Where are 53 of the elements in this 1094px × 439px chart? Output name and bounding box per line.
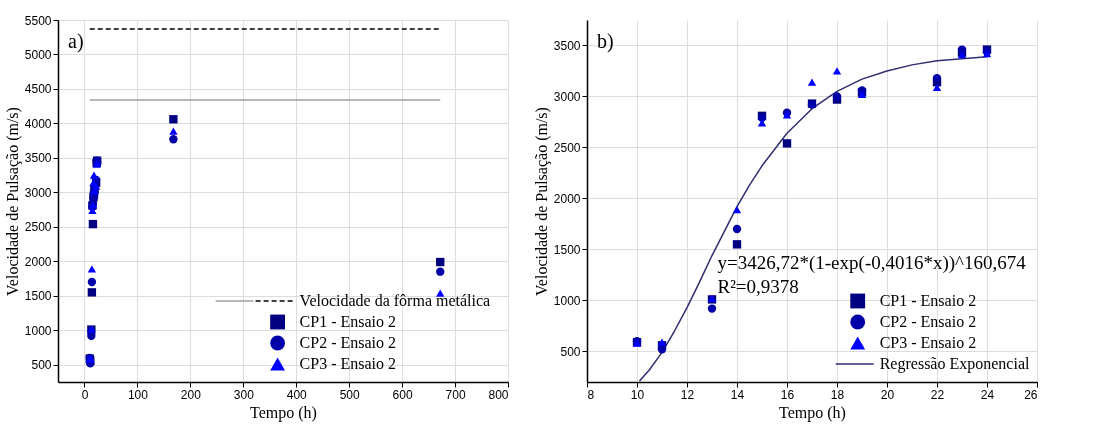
y-tick-label: 5500 [24,13,52,28]
y-tick-label: 3000 [553,89,581,104]
x-tick-label: 14 [730,387,745,402]
x-tick-label: 400 [286,387,308,402]
x-axis-title: Tempo (h) [779,403,846,422]
y-tick-label: 3000 [24,185,52,200]
x-tick-label: 18 [830,387,845,402]
y-tick-label: 2000 [553,191,581,206]
legend-label: CP1 - Ensaio 2 [879,292,977,309]
y-tick-label: 500 [31,358,52,373]
y-tick-label: 1000 [553,293,581,308]
x-tick-label: 200 [180,387,202,402]
annotation: R²=0,9378 [717,275,799,297]
x-tick-label: 12 [680,387,695,402]
y-tick-label: 2500 [24,220,52,235]
legend-label: CP3 - Ensaio 2 [879,334,977,351]
y-tick-label: 3500 [24,151,52,166]
x-tick-label: 26 [1024,387,1038,402]
x-tick-label: 800 [488,387,509,402]
x-tick-label: 10 [630,387,645,402]
x-tick-label: 700 [445,387,466,402]
y-tick-label: 3500 [553,38,581,53]
y-tick-label: 5000 [24,47,52,62]
annotation: a) [68,30,84,53]
y-axis-title: Velocidade de Pulsação (m/s) [3,107,22,296]
legend-label: CP2 - Ensaio 2 [879,313,977,330]
x-tick-label: 100 [127,387,149,402]
y-tick-label: 4000 [24,116,52,131]
annotation: b) [597,30,614,53]
y-tick-label: 2500 [553,140,581,155]
x-tick-label: 16 [780,387,795,402]
x-tick-label: 0 [81,387,89,402]
y-tick-label: 1500 [24,289,52,304]
x-tick-label: 24 [980,387,995,402]
y-tick-label: 4500 [24,82,52,97]
legend-label: CP3 - Ensaio 2 [299,355,397,372]
x-tick-label: 600 [392,387,413,402]
y-axis-title: Velocidade de Pulsação (m/s) [532,107,551,296]
legend-label: CP1 - Ensaio 2 [299,313,397,330]
legend-label: CP2 - Ensaio 2 [299,334,397,351]
x-tick-label: 500 [339,387,361,402]
y-tick-label: 2000 [24,254,52,269]
x-tick-label: 22 [930,387,945,402]
x-tick-label: 8 [587,387,595,402]
x-tick-label: 20 [880,387,895,402]
y-tick-label: 500 [560,344,581,359]
annotation: y=3426,72*(1-exp(-0,4016*x))^160,674 [717,251,1027,274]
y-tick-label: 1500 [553,242,581,257]
y-tick-label: 1000 [24,323,52,338]
x-axis-title: Tempo (h) [250,403,317,422]
x-tick-label: 300 [233,387,255,402]
legend-label: Regressão Exponencial [879,355,1030,373]
legend-label: Velocidade da fôrma metálica [299,292,491,309]
